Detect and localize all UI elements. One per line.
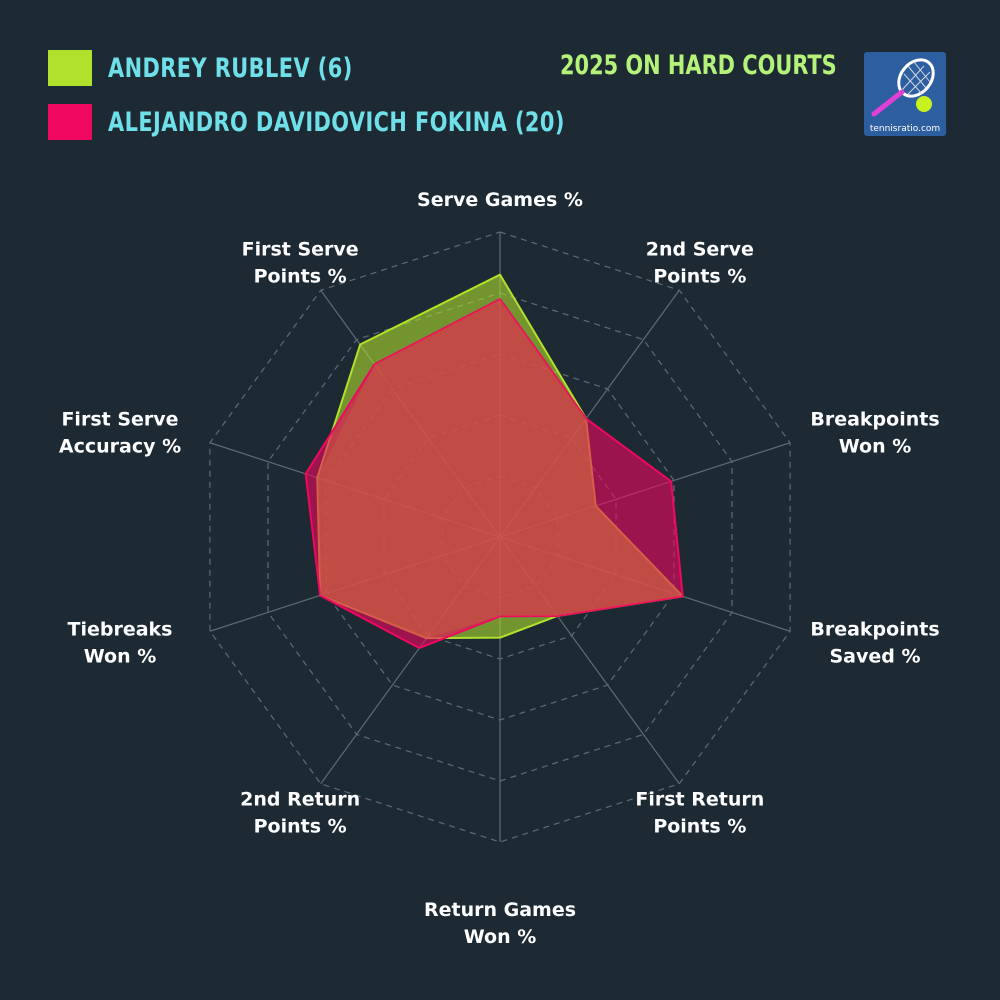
axis-label-6-line-1: Return Games [424,899,576,921]
axis-label-6-line-2: Won % [464,926,537,948]
logo-caption: tennisratio.com [869,124,941,134]
chart-subtitle: 2025 ON HARD COURTS [560,50,837,81]
axis-label-3-line-2: Won % [839,435,912,457]
axis-label-9-line-1: First Serve [61,408,178,430]
axis-label-4-line-1: Breakpoints [810,619,939,641]
legend-item-player2: ALEJANDRO DAVIDOVICH FOKINA (20) [48,104,639,140]
legend-label-player1: ANDREY RUBLEV (6) [108,52,353,84]
series-area-2 [304,298,684,650]
legend-swatch-player2 [48,104,92,140]
axis-label-2-line-1: 2nd Serve [646,238,754,260]
legend-item-player1: ANDREY RUBLEV (6) [48,50,639,86]
axis-label-5-line-1: First Return [635,789,764,811]
axis-label-4-line-2: Saved % [829,646,920,668]
axis-label-10-line-1: First Serve [242,238,359,260]
tennis-racket-and-ball-icon [871,58,935,117]
grid-ring-4 [267,292,733,782]
axis-label-7-line-1: 2nd Return [240,789,360,811]
axis-label-5-line-2: Points % [653,816,746,838]
axis-label-3-line-1: Breakpoints [810,408,939,430]
axis-labels: Serve Games % 2nd Serve Points % Breakpoint… [59,189,940,948]
axis-label-10-line-2: Points % [254,265,347,287]
axis-label-9-line-2: Accuracy % [59,435,181,457]
axis-label-8-line-1: Tiebreaks [68,619,173,641]
legend-label-player2: ALEJANDRO DAVIDOVICH FOKINA (20) [108,106,565,138]
legend: ANDREY RUBLEV (6) ALEJANDRO DAVIDOVICH F… [48,50,639,158]
axis-label-2-line-2: Points % [653,265,746,287]
legend-swatch-player1 [48,50,92,86]
axis-label-1-line-1: Serve Games % [417,189,583,211]
axis-label-8-line-2: Won % [84,646,157,668]
series-overlap [317,299,683,639]
tennisratio-logo: tennisratio.com [864,52,946,136]
axis-label-7-line-2: Points % [254,816,347,838]
radar-series [304,273,684,650]
